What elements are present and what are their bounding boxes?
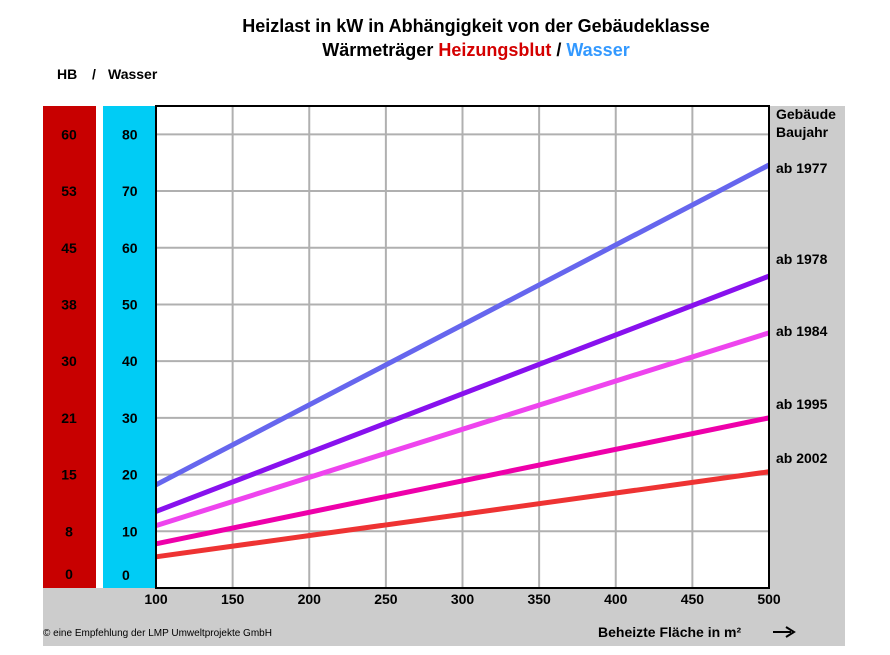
- series-line: [155, 273, 770, 514]
- water-scale-bar: [103, 106, 156, 588]
- x-tick-label: 250: [374, 591, 398, 607]
- hb-tick-label: 15: [61, 467, 77, 483]
- bottom-panel: [43, 588, 845, 646]
- subtitle-water: Wasser: [566, 40, 630, 60]
- plot-frame: [155, 105, 770, 589]
- legend-label: ab 1995: [776, 396, 828, 412]
- hb-tick-label: 60: [61, 126, 77, 142]
- series-lines: [154, 162, 771, 560]
- x-tick-label: 300: [451, 591, 475, 607]
- x-tick-label: 400: [604, 591, 628, 607]
- hb-tick-label: 53: [61, 183, 77, 199]
- hb-tick-label: 38: [61, 296, 77, 312]
- hb-tick-label: 8: [65, 523, 73, 539]
- x-tick-label: 500: [757, 591, 781, 607]
- x-tick-label: 150: [221, 591, 245, 607]
- series-line: [154, 162, 771, 488]
- subtitle-prefix: Wärmeträger: [322, 40, 439, 60]
- water-axis-title: Wasser: [108, 66, 158, 82]
- x-tick-label: 450: [681, 591, 705, 607]
- grid: [156, 106, 769, 588]
- series-line: [155, 415, 770, 547]
- hb-tick-label: 21: [61, 410, 77, 426]
- chart-subtitle: Wärmeträger Heizungsblut / Wasser: [0, 40, 890, 61]
- hb-scale-bar: [43, 106, 96, 588]
- x-tick-label: 100: [144, 591, 168, 607]
- water-tick-label: 40: [122, 353, 138, 369]
- legend-label: ab 1978: [776, 251, 828, 267]
- water-tick-label: 80: [122, 126, 138, 142]
- legend-label: ab 1984: [776, 323, 828, 339]
- hb-axis-title: HB: [57, 66, 78, 82]
- water-tick-label: 70: [122, 183, 138, 199]
- legend-panel: [769, 106, 845, 588]
- hb-tick-label: 45: [61, 240, 77, 256]
- axis-title-separator: /: [92, 66, 96, 82]
- water-tick-label: 30: [122, 410, 138, 426]
- x-tick-label: 350: [527, 591, 551, 607]
- credit-text: © eine Empfehlung der LMP Umweltprojekte…: [43, 628, 272, 639]
- subtitle-sep: /: [551, 40, 567, 60]
- hb-tick-label: 0: [65, 566, 73, 582]
- x-axis-title: Beheizte Fläche in m²: [598, 624, 742, 640]
- water-tick-label: 60: [122, 240, 138, 256]
- arrow-right-icon: [773, 626, 796, 638]
- legend-label: ab 2002: [776, 450, 828, 466]
- series-line: [155, 330, 770, 529]
- water-tick-label: 10: [122, 523, 138, 539]
- legend: Gebäude Baujahr ab 1977 ab 1978 ab 1984 ab 19…: [776, 106, 836, 466]
- legend-title: Baujahr: [776, 124, 829, 140]
- x-tick-label: 200: [298, 591, 322, 607]
- tick-labels: 100 150 200 250 300 350 400 450 5000102030405060…: [61, 126, 781, 607]
- water-tick-label: 50: [122, 296, 138, 312]
- water-tick-label: 0: [122, 567, 130, 583]
- legend-label: ab 1977: [776, 160, 828, 176]
- hb-tick-label: 30: [61, 353, 77, 369]
- chart-title: Heizlast in kW in Abhängigkeit von der G…: [242, 16, 710, 36]
- subtitle-hb: Heizungsblut: [438, 40, 552, 60]
- legend-title: Gebäude: [776, 106, 836, 122]
- series-line: [155, 469, 770, 560]
- water-tick-label: 20: [122, 467, 138, 483]
